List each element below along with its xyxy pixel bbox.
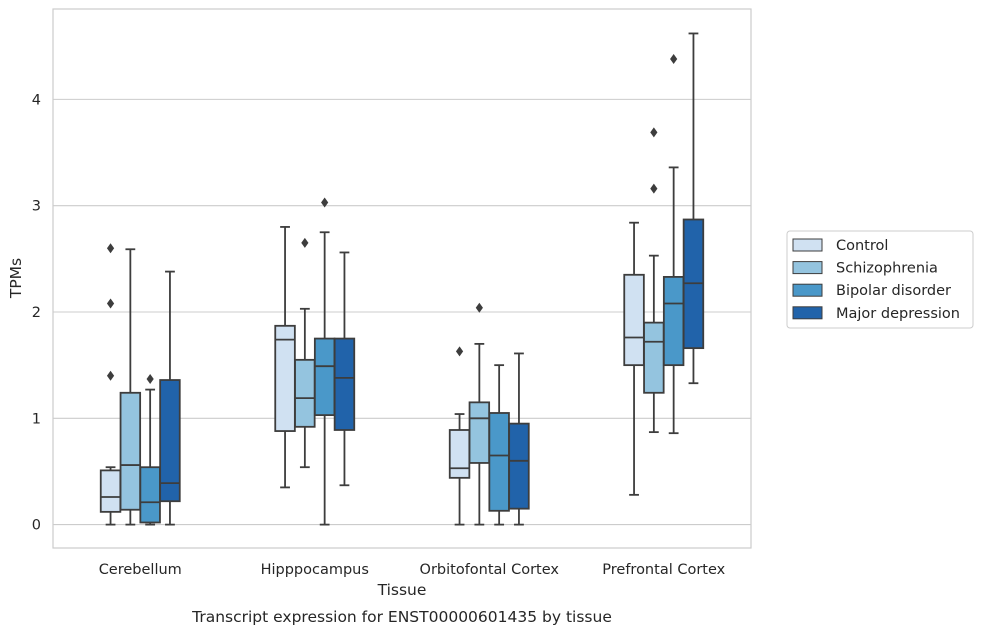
- outlier-point: [650, 183, 658, 194]
- legend-label: Major depression: [836, 306, 960, 322]
- box-iqr: [294, 358, 316, 428]
- x-tick-label: Cerebellum: [99, 562, 182, 578]
- box-iqr: [488, 412, 510, 512]
- y-axis-label: TPMs: [7, 258, 25, 299]
- outlier-point: [670, 53, 678, 64]
- legend-frame: [786, 230, 974, 329]
- outlier-point: [455, 346, 464, 357]
- box-1-2: [313, 197, 336, 526]
- y-tick-labels: 0 1 2 3 4: [32, 92, 41, 533]
- legend-swatch: [792, 306, 823, 320]
- outlier-point: [301, 237, 309, 248]
- box-iqr: [508, 422, 530, 510]
- x-tick-label: Prefrontal Cortex: [602, 562, 725, 578]
- box-3-0: [623, 221, 645, 496]
- box-iqr: [99, 469, 122, 513]
- box-iqr: [274, 324, 296, 432]
- legend-swatch: [792, 283, 823, 297]
- legend-label: Schizophrenia: [836, 261, 938, 277]
- box-0-0: [99, 243, 122, 526]
- grid-lines: [53, 98, 751, 526]
- outlier-point: [106, 298, 115, 309]
- box-iqr: [119, 391, 142, 511]
- y-tick-label: 2: [32, 305, 41, 321]
- outlier-point: [650, 127, 658, 138]
- box-iqr: [313, 337, 336, 417]
- box-3-1: [643, 127, 665, 434]
- box-2-3: [508, 352, 530, 526]
- box-iqr: [662, 276, 685, 367]
- box-3-2: [662, 53, 685, 435]
- y-tick-label: 4: [32, 92, 41, 108]
- y-tick-label: 3: [32, 199, 41, 215]
- box-3-3: [682, 32, 705, 385]
- outlier-point: [146, 373, 154, 384]
- y-tick-label: 1: [32, 411, 41, 427]
- x-tick-label: Orbitofontal Cortex: [420, 562, 560, 578]
- box-iqr: [623, 273, 645, 367]
- x-axis-label: Tissue: [377, 581, 427, 599]
- chart-caption: Transcript expression for ENST0000060143…: [191, 608, 612, 626]
- legend-swatch: [792, 261, 823, 275]
- legend: Control Schizophrenia Bipolar disorder Majo…: [786, 230, 974, 329]
- outlier-point: [321, 197, 329, 208]
- x-tick-labels: Cerebellum Hipppocampus Orbitofontal Corte…: [99, 562, 726, 578]
- outlier-point: [106, 243, 115, 254]
- box-iqr: [139, 466, 161, 524]
- box-2-2: [488, 364, 510, 526]
- box-iqr: [643, 321, 665, 394]
- box-0-1: [119, 248, 142, 526]
- box-2-1: [468, 302, 491, 526]
- legend-label: Control: [836, 238, 888, 254]
- y-tick-label: 0: [32, 518, 41, 534]
- box-plot-area: [99, 32, 705, 526]
- box-2-0: [448, 346, 471, 526]
- box-1-1: [294, 237, 316, 469]
- box-iqr: [468, 401, 491, 464]
- box-1-3: [333, 251, 356, 487]
- outlier-point: [106, 370, 115, 381]
- box-0-3: [159, 270, 181, 526]
- legend-label: Bipolar disorder: [836, 283, 951, 299]
- legend-swatch: [792, 238, 823, 252]
- x-tick-label: Hipppocampus: [261, 562, 369, 578]
- plot-frame: [52, 8, 752, 549]
- box-iqr: [159, 379, 181, 503]
- box-iqr: [448, 429, 471, 479]
- box-1-0: [274, 226, 296, 489]
- box-0-2: [139, 373, 161, 526]
- outlier-point: [475, 302, 483, 313]
- box-iqr: [333, 337, 356, 431]
